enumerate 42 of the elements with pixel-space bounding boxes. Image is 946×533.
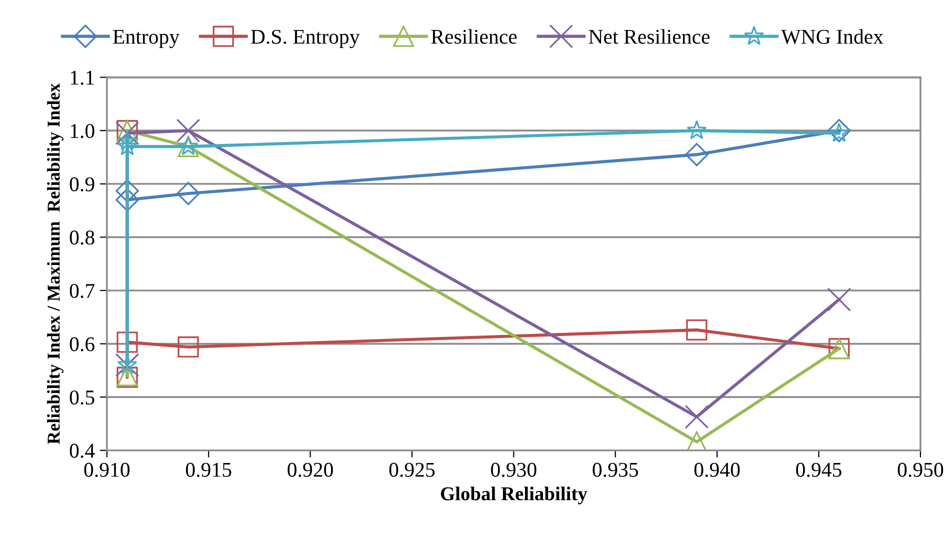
legend-label: Resilience — [431, 29, 517, 44]
legend-label: Entropy — [113, 30, 180, 48]
y-tick-label: 0.8 — [70, 230, 94, 245]
x-tick-label: 0.940 — [694, 462, 740, 477]
y-tick-label: 0.4 — [70, 444, 95, 458]
x-tick-label: 0.930 — [491, 462, 536, 477]
point — [116, 188, 139, 212]
point — [686, 120, 707, 140]
point — [685, 142, 708, 166]
x-tick-label: 0.950 — [898, 462, 944, 477]
point — [827, 288, 852, 312]
y-tick-label: 1.1 — [70, 70, 94, 85]
point — [115, 121, 140, 146]
point — [115, 353, 140, 378]
x-tick-label: 0.915 — [186, 462, 232, 477]
point — [176, 182, 200, 206]
point — [178, 336, 199, 358]
point — [117, 130, 138, 150]
point — [117, 354, 138, 374]
x-tick-label: 0.920 — [288, 462, 333, 477]
point — [827, 118, 851, 142]
y-tick-label: 0.6 — [70, 337, 94, 352]
x-tick-label: 0.945 — [796, 462, 842, 477]
x-tick-label: 0.935 — [592, 462, 638, 477]
point — [116, 179, 139, 202]
legend-label: D.S. Entropy — [251, 30, 360, 48]
y-tick-label: 1.0 — [70, 124, 94, 138]
point — [117, 136, 138, 156]
point — [686, 319, 708, 340]
x-tick-label: 0.910 — [84, 462, 130, 477]
point — [176, 118, 200, 143]
x-tick-label: 0.925 — [389, 462, 435, 477]
y-axis-title: Reliability Index / Maximum Reliability Index — [47, 83, 64, 444]
legend-label: WNG Index — [781, 29, 884, 44]
legend-label: Net Resilience — [588, 29, 710, 44]
point — [116, 332, 138, 353]
y-tick-label: 0.9 — [70, 177, 94, 192]
point — [686, 431, 708, 450]
y-tick-label: 0.5 — [70, 390, 94, 405]
y-tick-label: 0.7 — [70, 284, 94, 298]
point — [684, 404, 709, 429]
x-axis-title: Global Reliability — [440, 486, 588, 504]
